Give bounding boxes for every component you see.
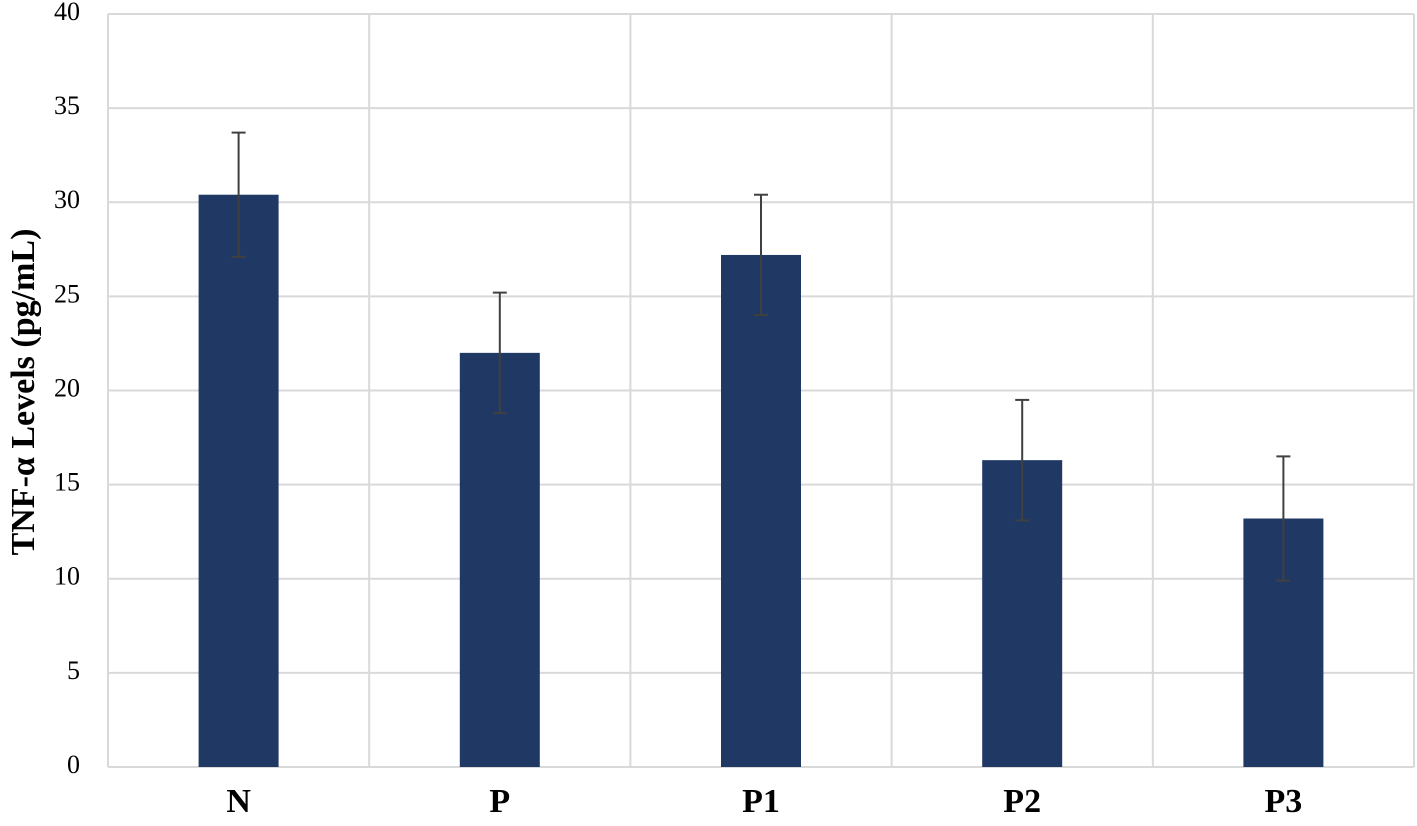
x-label-p2: P2 — [1003, 783, 1041, 820]
x-label-n: N — [226, 783, 251, 820]
error-bar-p2 — [1015, 398, 1030, 522]
y-tick-0: 0 — [67, 750, 80, 779]
bar-p — [459, 352, 540, 767]
bar-p1 — [721, 254, 801, 767]
error-bars — [231, 131, 1291, 582]
x-label-p: P — [489, 783, 510, 820]
error-bar-p3 — [1276, 455, 1291, 582]
bars — [198, 194, 1324, 768]
x-label-p1: P1 — [742, 783, 780, 820]
error-bar-n — [231, 131, 246, 258]
y-tick-40: 40 — [54, 0, 80, 26]
y-tick-30: 30 — [54, 185, 80, 214]
y-tick-15: 15 — [54, 468, 80, 497]
y-axis-title: TNF-α Levels (pg/mL) — [5, 229, 42, 556]
y-tick-labels: 0 5 10 15 20 25 30 35 40 — [54, 0, 80, 779]
bar-n — [198, 194, 279, 768]
y-tick-25: 25 — [54, 279, 80, 308]
x-category-labels: N P P1 P2 P3 — [226, 783, 1302, 820]
y-tick-5: 5 — [67, 656, 80, 685]
error-bar-p1 — [754, 193, 768, 317]
y-tick-10: 10 — [54, 562, 80, 591]
x-label-p3: P3 — [1265, 783, 1303, 820]
y-tick-20: 20 — [54, 373, 80, 402]
y-tick-35: 35 — [54, 91, 80, 120]
error-bar-p — [492, 291, 507, 415]
